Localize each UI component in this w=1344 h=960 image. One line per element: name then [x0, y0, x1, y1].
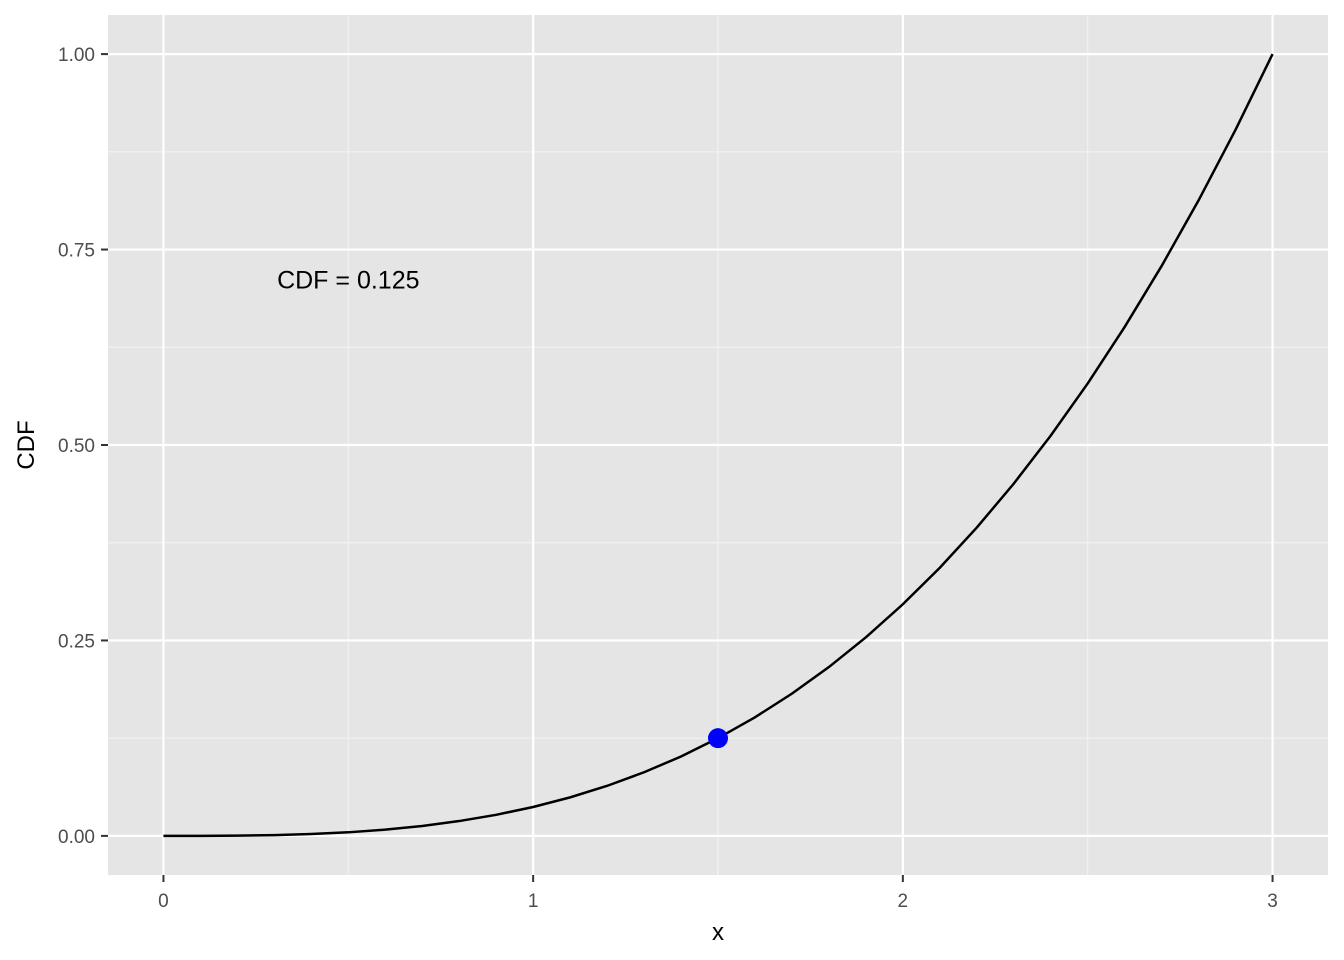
x-tick-label: 0	[158, 891, 169, 912]
x-tick-label: 2	[898, 891, 909, 912]
major-gridlines	[108, 15, 1328, 875]
x-tick-labels: 0 1 2 3	[158, 891, 1278, 912]
x-tick-label: 1	[528, 891, 539, 912]
x-tick-label: 3	[1267, 891, 1278, 912]
y-axis-title: CDF	[13, 420, 40, 469]
highlight-point	[708, 728, 728, 749]
axis-ticks	[101, 53, 1274, 882]
annotations: CDF = 0.125	[277, 267, 419, 295]
y-tick-labels: 0.00 0.25 0.50 0.75 1.00	[58, 45, 95, 848]
y-tick-label: 0.50	[58, 436, 95, 457]
y-tick-label: 0.00	[58, 827, 95, 848]
y-tick-label: 1.00	[58, 45, 95, 66]
x-axis-title: x	[712, 919, 724, 946]
y-tick-label: 0.75	[58, 241, 95, 262]
y-tick-label: 0.25	[58, 631, 95, 652]
cdf-annotation: CDF = 0.125	[277, 267, 419, 295]
